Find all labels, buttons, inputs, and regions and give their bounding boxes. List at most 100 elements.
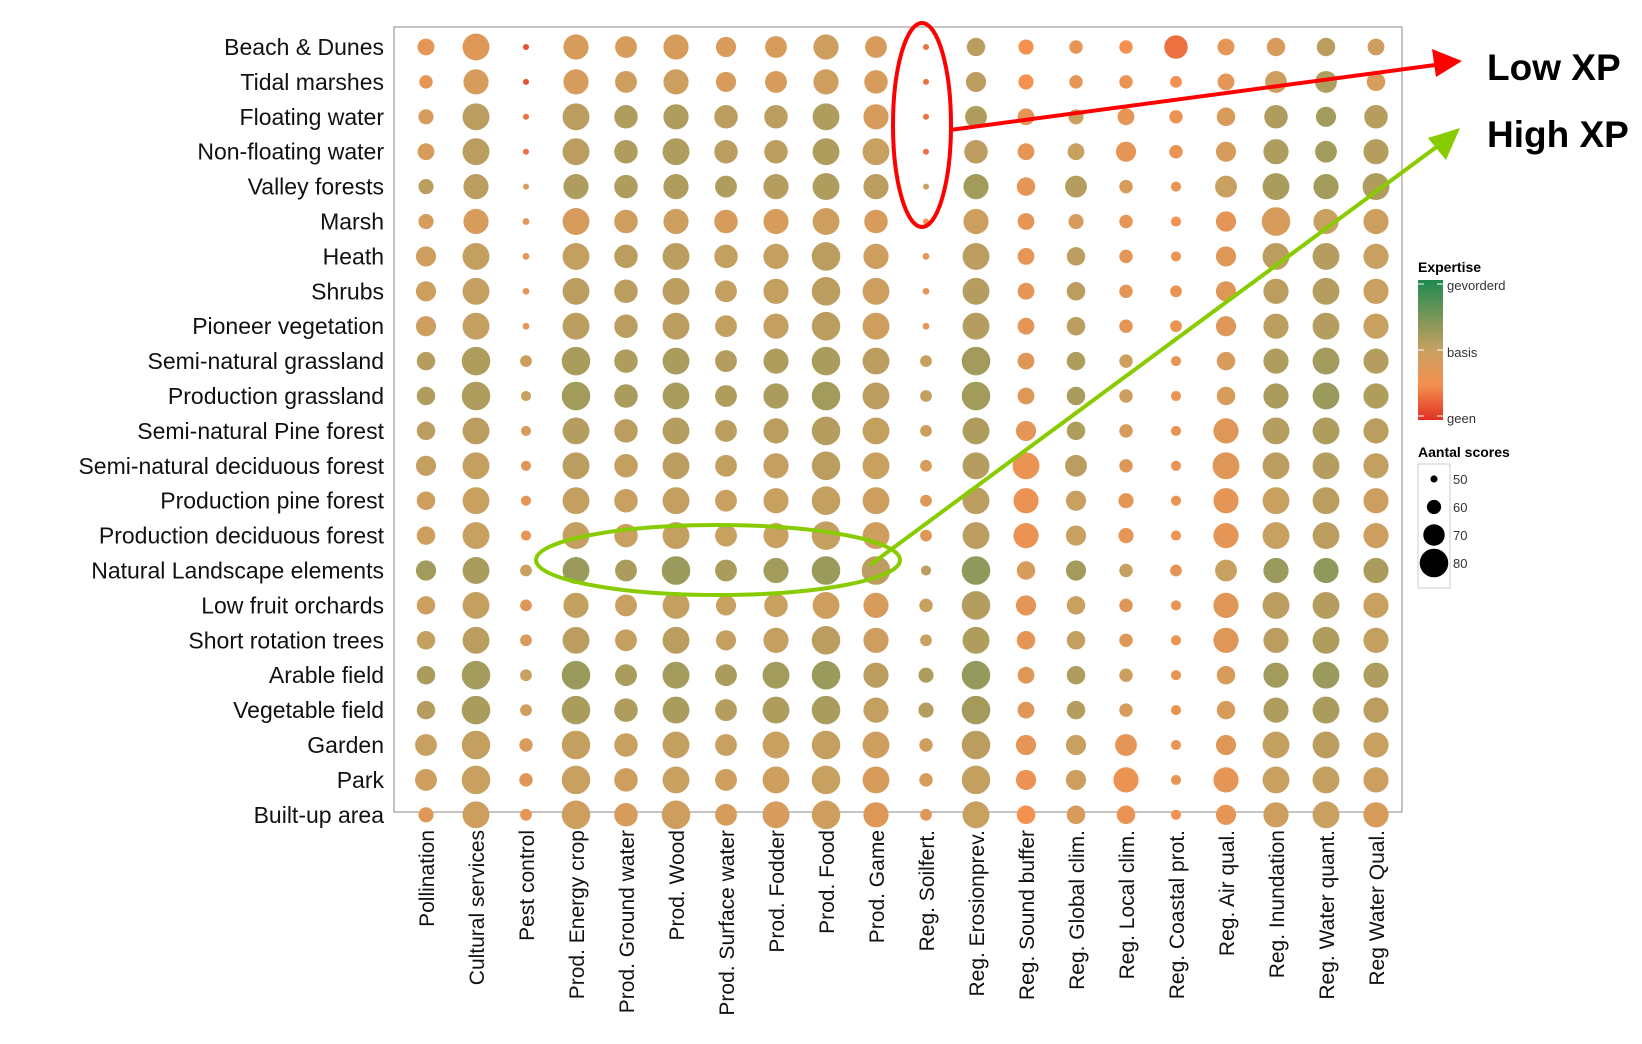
legend-color-title: Expertise [1418, 259, 1481, 275]
bubble [920, 634, 932, 647]
annotations: Low XP High XP [534, 21, 1629, 597]
bubble [762, 766, 790, 794]
bubble [415, 560, 437, 581]
bubble [662, 138, 690, 166]
bubble [812, 173, 840, 201]
row-label: Pioneer vegetation [192, 313, 384, 339]
bubble [862, 731, 890, 759]
bubble [663, 69, 689, 95]
bubble [561, 730, 591, 760]
column-label: Prod. Surface water [716, 830, 739, 1016]
bubble [1264, 105, 1288, 129]
bubble [462, 417, 490, 445]
bubble [614, 314, 638, 338]
bubble [920, 425, 932, 437]
bubble [811, 242, 841, 271]
bubble [715, 699, 737, 722]
bubble [1215, 316, 1237, 337]
bubble [922, 253, 930, 260]
bubble [1119, 214, 1133, 229]
column-label: Prod. Fodder [766, 830, 789, 953]
bubble [1170, 460, 1182, 471]
bubble [1263, 383, 1289, 409]
bubble [1312, 661, 1340, 689]
bubble [715, 664, 737, 687]
column-label: Reg. Inundation [1266, 830, 1289, 978]
bubble [522, 253, 530, 260]
bubble [962, 312, 990, 340]
bubble [461, 730, 491, 760]
row-label: Park [337, 767, 385, 793]
bubble [614, 349, 638, 373]
bubble [763, 348, 789, 374]
column-label: Prod. Energy crop [566, 830, 589, 999]
bubble [1216, 386, 1236, 406]
bubble [662, 452, 690, 480]
bubble [614, 419, 638, 443]
bubble [1213, 627, 1239, 653]
bubble [463, 174, 489, 200]
bubble [1170, 635, 1182, 646]
bubble [1215, 211, 1237, 232]
bubble [1119, 179, 1133, 194]
bubble [462, 487, 490, 515]
bubble [1170, 216, 1182, 227]
bubble [1169, 144, 1183, 159]
bubble [862, 487, 890, 515]
bubble [1017, 108, 1035, 126]
bubble [864, 209, 888, 234]
bubble [461, 381, 491, 411]
bubble [1017, 317, 1035, 335]
bubble [1215, 559, 1237, 582]
bubble [520, 808, 532, 821]
bubble [1066, 700, 1086, 720]
bubble [416, 665, 436, 685]
bubble [962, 417, 990, 445]
bubble [961, 346, 991, 376]
bubble [462, 452, 490, 480]
bubble [1312, 452, 1340, 480]
row-label: Tidal marshes [240, 69, 384, 95]
bubble [1262, 417, 1290, 445]
bubble [562, 487, 590, 515]
bubble [614, 454, 638, 478]
bubble [562, 103, 590, 131]
legend-color-label-mid: basis [1447, 345, 1478, 360]
bubble [520, 599, 532, 612]
bubble [462, 591, 490, 619]
bubble [922, 287, 930, 295]
bubble [715, 350, 737, 373]
row-label: Arable field [269, 662, 384, 688]
low-xp-label: Low XP [1487, 47, 1621, 88]
bubble [462, 277, 490, 305]
bubble [813, 34, 839, 60]
high-xp-arrowhead [1428, 128, 1460, 160]
bubble [1170, 425, 1182, 436]
bubble [1169, 110, 1183, 124]
bubble [965, 71, 987, 92]
bubble [520, 355, 532, 367]
bubble [1170, 356, 1182, 367]
bubble [522, 287, 530, 295]
bubble [520, 495, 532, 506]
bubble [561, 381, 591, 411]
bubble [811, 277, 841, 306]
bubble [1363, 418, 1389, 444]
bubble [1170, 809, 1182, 820]
bubble [662, 277, 690, 305]
bubble [662, 487, 690, 515]
bubble [1315, 140, 1337, 163]
bubble [520, 669, 532, 682]
bubble [811, 451, 841, 481]
bubble [1213, 488, 1239, 514]
bubble [1017, 387, 1035, 405]
bubble [1312, 591, 1340, 619]
bubble [1366, 72, 1386, 92]
bubble [1015, 734, 1037, 756]
bubble [715, 524, 737, 547]
legend-size-label-50: 50 [1453, 472, 1467, 487]
bubble [962, 452, 990, 480]
legend-size-label-80: 80 [1453, 556, 1467, 571]
bubble [961, 660, 991, 690]
